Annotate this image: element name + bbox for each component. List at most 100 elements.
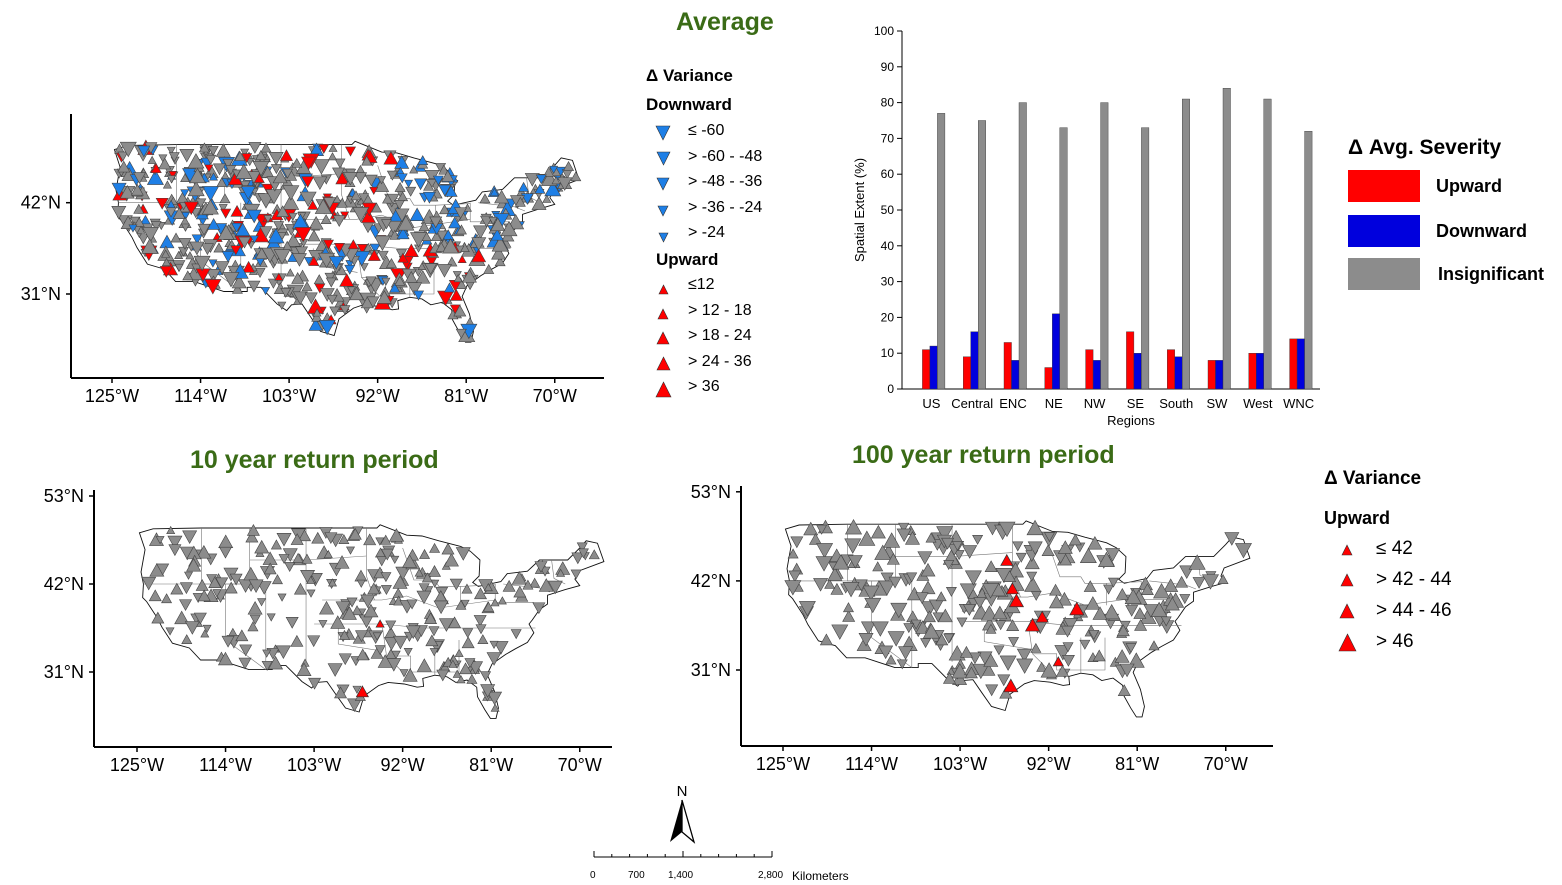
upward-triangle-marker bbox=[394, 275, 406, 286]
upward-triangle-marker bbox=[404, 270, 418, 283]
downward-triangle-marker bbox=[212, 589, 222, 598]
downward-triangle-marker bbox=[1015, 552, 1027, 563]
downward-triangle-marker bbox=[352, 207, 370, 223]
downward-triangle-marker bbox=[488, 216, 498, 226]
downward-triangle-marker bbox=[318, 319, 336, 336]
upward-triangle-marker bbox=[234, 151, 246, 161]
severity-legend-insignificant: Insignificant bbox=[1348, 258, 1544, 290]
downward-triangle-marker bbox=[410, 232, 428, 248]
upward-triangle-marker bbox=[479, 193, 491, 204]
upward-triangle-marker bbox=[291, 157, 303, 168]
upward-triangle-marker bbox=[327, 578, 338, 587]
upward-triangle-marker bbox=[999, 686, 1013, 699]
upward-triangle-marker bbox=[253, 172, 265, 183]
upward-triangle-marker bbox=[247, 600, 263, 615]
downward-triangle-marker bbox=[941, 537, 955, 550]
downward-triangle-marker bbox=[339, 305, 351, 316]
map-hundred-year: 125°W 114°W 103°W 92°W 81°W 70°W 53°N 42°N 31°N bbox=[691, 482, 1273, 774]
upward-triangle-marker bbox=[330, 615, 346, 629]
upward-triangle-marker bbox=[1115, 587, 1129, 600]
upward-triangle-marker bbox=[883, 532, 901, 548]
downward-triangle-marker bbox=[381, 277, 391, 286]
downward-triangle-marker bbox=[844, 538, 862, 554]
upward-triangle-marker bbox=[268, 655, 284, 670]
upward-triangle-marker bbox=[338, 534, 350, 544]
upward-triangle-marker bbox=[188, 167, 206, 184]
upward-triangle-icon bbox=[657, 307, 669, 319]
lon-tick-label: 103°W bbox=[262, 386, 316, 406]
downward-triangle-marker bbox=[184, 621, 200, 635]
downward-triangle-marker bbox=[524, 173, 540, 187]
downward-triangle-marker bbox=[259, 226, 273, 239]
upward-triangle-marker bbox=[308, 255, 320, 266]
downward-triangle-marker bbox=[249, 235, 259, 244]
north-arrow-and-scale: N bbox=[593, 783, 773, 858]
upward-triangle-marker bbox=[1048, 594, 1064, 609]
upward-triangle-marker bbox=[334, 555, 350, 569]
bar-upward-ne bbox=[1044, 367, 1053, 390]
bar-y-tick-label: 30 bbox=[881, 275, 895, 289]
upward-triangle-marker bbox=[1133, 607, 1147, 619]
downward-triangle-marker bbox=[261, 660, 273, 671]
downward-triangle-marker bbox=[177, 246, 190, 257]
downward-triangle-marker bbox=[117, 151, 129, 162]
scale-label-2800: 2,800 bbox=[758, 870, 784, 881]
downward-triangle-marker bbox=[1016, 648, 1032, 663]
upward-triangle-marker bbox=[301, 281, 313, 292]
upward-triangle-marker bbox=[942, 672, 957, 684]
upward-triangle-marker bbox=[267, 227, 285, 244]
upward-triangle-marker bbox=[196, 544, 212, 559]
downward-triangle-marker bbox=[292, 291, 308, 306]
downward-triangle-marker bbox=[218, 204, 228, 213]
upward-triangle-marker bbox=[270, 539, 282, 550]
upward-triangle-marker bbox=[1079, 547, 1097, 564]
downward-triangle-marker bbox=[414, 178, 428, 191]
upward-triangle-marker bbox=[1217, 574, 1229, 584]
upward-triangle-marker bbox=[1114, 649, 1130, 663]
downward-triangle-marker bbox=[354, 172, 368, 185]
upward-triangle-marker bbox=[187, 180, 205, 197]
downward-triangle-marker bbox=[252, 161, 270, 177]
downward-triangle-marker bbox=[906, 572, 918, 583]
downward-triangle-marker bbox=[295, 246, 309, 259]
upward-triangle-marker bbox=[1006, 619, 1020, 631]
downward-triangle-marker bbox=[324, 532, 338, 545]
lon-tick-label: 125°W bbox=[756, 754, 810, 774]
downward-triangle-marker bbox=[903, 623, 915, 634]
downward-triangle-marker bbox=[813, 578, 829, 592]
upward-triangle-marker bbox=[490, 217, 506, 231]
upward-triangle-marker bbox=[529, 577, 541, 588]
downward-triangle-marker bbox=[570, 569, 582, 580]
bar-y-axis-title: Spatial Extent (%) bbox=[852, 158, 867, 262]
downward-triangle-marker bbox=[968, 652, 982, 665]
upward-triangle-marker bbox=[363, 603, 379, 618]
bar-upward-west bbox=[1248, 353, 1257, 390]
upward-triangle-marker bbox=[534, 183, 546, 194]
lon-tick-label: 103°W bbox=[933, 754, 987, 774]
upward-triangle-marker bbox=[363, 533, 377, 546]
downward-triangle-marker bbox=[318, 144, 330, 154]
downward-triangle-marker bbox=[166, 175, 176, 184]
downward-triangle-marker bbox=[920, 638, 932, 649]
upward-triangle-marker bbox=[483, 263, 495, 274]
downward-triangle-marker bbox=[239, 644, 253, 657]
downward-triangle-marker bbox=[462, 628, 474, 639]
upward-triangle-marker bbox=[1124, 588, 1142, 605]
downward-triangle-marker bbox=[240, 148, 250, 157]
downward-triangle-marker bbox=[1143, 604, 1159, 618]
upward-triangle-marker bbox=[356, 648, 370, 661]
upward-triangle-marker bbox=[1087, 535, 1103, 550]
upward-triangle-marker bbox=[230, 204, 244, 217]
downward-triangle-marker bbox=[299, 191, 317, 208]
upward-triangle-marker bbox=[1003, 678, 1019, 693]
upward-triangle-marker bbox=[513, 585, 527, 598]
downward-triangle-marker bbox=[475, 624, 487, 635]
upward-triangle-marker bbox=[374, 178, 390, 192]
upward-triangle-marker bbox=[312, 308, 322, 317]
upward-triangle-marker bbox=[430, 231, 442, 242]
downward-triangle-marker bbox=[312, 159, 330, 175]
downward-triangle-marker bbox=[304, 292, 318, 305]
upward-triangle-marker bbox=[200, 629, 210, 638]
upward-triangle-marker bbox=[338, 629, 351, 640]
downward-triangle-marker bbox=[973, 597, 987, 609]
